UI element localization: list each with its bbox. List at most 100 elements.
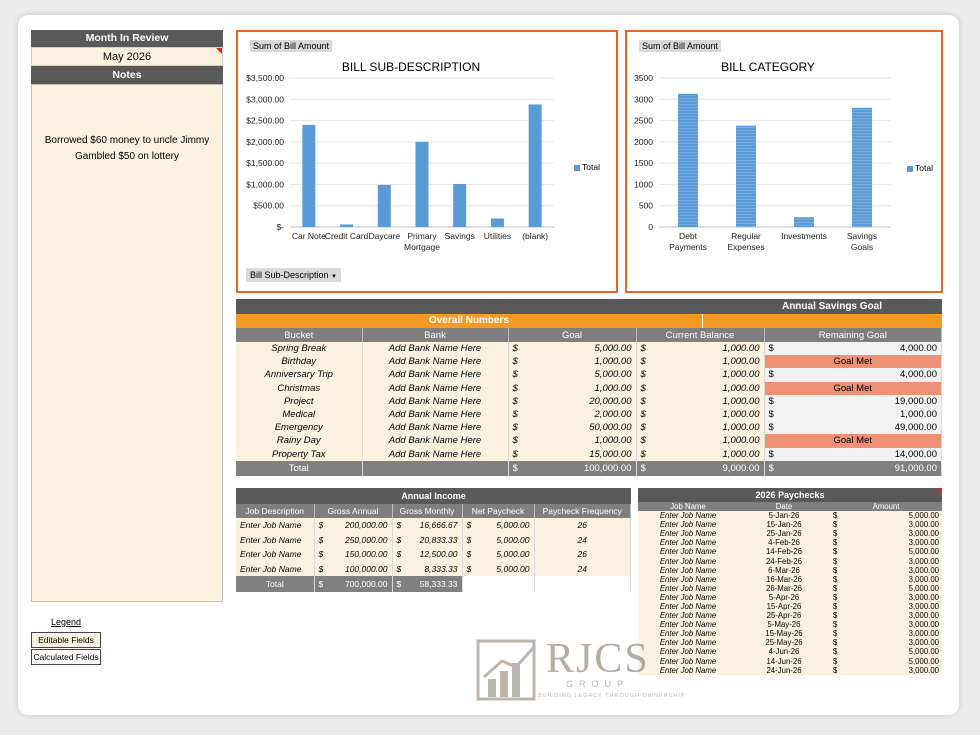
y-tick-label: $2,000.00 bbox=[246, 137, 284, 147]
amount: 1,000.00 bbox=[722, 343, 760, 355]
job-cell[interactable]: Enter Job Name bbox=[638, 574, 738, 584]
job-cell[interactable]: Enter Job Name bbox=[638, 538, 738, 548]
job-cell[interactable]: Enter Job Name bbox=[236, 547, 315, 562]
bank-cell[interactable]: Add Bank Name Here bbox=[362, 342, 509, 356]
money-cell: $3,000.00 bbox=[830, 538, 942, 548]
money-cell: $1,000.00 bbox=[508, 355, 637, 369]
frequency-cell[interactable]: 24 bbox=[534, 561, 631, 576]
field-button[interactable]: Sum of Bill Amount bbox=[250, 40, 333, 52]
job-cell[interactable]: Enter Job Name bbox=[638, 511, 738, 521]
currency-symbol: $ bbox=[640, 435, 646, 447]
date-cell[interactable]: 5-May-26 bbox=[738, 620, 830, 630]
amount: 5,000.00 bbox=[496, 534, 530, 545]
job-cell[interactable]: Enter Job Name bbox=[638, 556, 738, 566]
notes-field[interactable]: Borrowed $60 money to uncle Jimmy Gamble… bbox=[31, 84, 223, 602]
bank-cell[interactable]: Add Bank Name Here bbox=[362, 421, 509, 435]
paychecks-header-row: Job Name Date Amount bbox=[638, 502, 942, 511]
date-cell[interactable]: 14-Feb-26 bbox=[738, 547, 830, 557]
bucket-cell[interactable]: Birthday bbox=[236, 355, 363, 369]
money-cell: $3,000.00 bbox=[830, 574, 942, 584]
bucket-cell[interactable]: Anniversary Trip bbox=[236, 368, 363, 382]
annual-income-table: Annual Income Job Description Gross Annu… bbox=[236, 488, 631, 592]
bucket-cell[interactable]: Medical bbox=[236, 407, 363, 422]
job-cell[interactable]: Enter Job Name bbox=[638, 601, 738, 612]
amount: 9,000.00 bbox=[722, 462, 760, 474]
money-cell: $15,000.00 bbox=[508, 447, 637, 461]
chart-bill-sub-description: Sum of Bill Amount BILL SUB-DESCRIPTION … bbox=[236, 30, 618, 293]
job-cell[interactable]: Enter Job Name bbox=[638, 592, 738, 602]
date-cell[interactable]: 25-Jan-26 bbox=[738, 529, 830, 539]
bucket-cell[interactable]: Property Tax bbox=[236, 447, 363, 461]
date-cell[interactable]: 4-Jun-26 bbox=[738, 647, 830, 657]
amount: 5,000.00 bbox=[594, 369, 632, 381]
job-cell[interactable]: Enter Job Name bbox=[638, 583, 738, 593]
money-cell: $700,000.00 bbox=[314, 576, 393, 592]
bucket-cell[interactable]: Rainy Day bbox=[236, 434, 363, 448]
filter-dropdown[interactable]: Bill Sub-Description ▼ bbox=[246, 268, 341, 282]
date-cell[interactable]: 5-Apr-26 bbox=[738, 592, 830, 602]
date-cell[interactable]: 14-Jun-26 bbox=[738, 656, 830, 666]
job-cell[interactable]: Enter Job Name bbox=[236, 518, 315, 533]
amount: 3,000.00 bbox=[908, 601, 939, 611]
col-header: Gross Monthly bbox=[392, 504, 463, 518]
amount: 1,000.00 bbox=[594, 435, 632, 447]
job-cell[interactable]: Enter Job Name bbox=[638, 656, 738, 666]
amount: 4,000.00 bbox=[900, 343, 937, 355]
date-cell[interactable]: 4-Feb-26 bbox=[738, 538, 830, 548]
frequency-cell[interactable]: 26 bbox=[534, 518, 631, 533]
bank-cell[interactable]: Add Bank Name Here bbox=[362, 381, 509, 395]
date-cell[interactable]: 25-May-26 bbox=[738, 638, 830, 648]
job-cell[interactable]: Enter Job Name bbox=[638, 565, 738, 575]
month-field[interactable]: May 2026 bbox=[31, 47, 223, 66]
amount: 1,000.00 bbox=[722, 382, 760, 394]
table-row: Enter Job Name $250,000.00 $20,833.33 $5,00… bbox=[236, 532, 631, 547]
date-cell[interactable]: 24-Feb-26 bbox=[738, 556, 830, 566]
bank-cell[interactable]: Add Bank Name Here bbox=[362, 434, 509, 448]
date-cell[interactable]: 16-Mar-26 bbox=[738, 574, 830, 584]
bank-cell[interactable]: Add Bank Name Here bbox=[362, 407, 509, 422]
currency-symbol: $ bbox=[318, 549, 324, 560]
job-cell[interactable]: Enter Job Name bbox=[638, 629, 738, 639]
currency-symbol: $ bbox=[396, 534, 402, 545]
bar bbox=[852, 107, 872, 227]
bucket-cell[interactable]: Project bbox=[236, 394, 363, 408]
job-cell[interactable]: Enter Job Name bbox=[638, 638, 738, 648]
job-cell[interactable]: Enter Job Name bbox=[236, 561, 315, 576]
bucket-cell[interactable]: Christmas bbox=[236, 381, 363, 395]
date-cell[interactable]: 15-Apr-26 bbox=[738, 601, 830, 612]
date-cell[interactable]: 6-Mar-26 bbox=[738, 565, 830, 575]
bank-cell[interactable]: Add Bank Name Here bbox=[362, 447, 509, 461]
bank-cell[interactable]: Add Bank Name Here bbox=[362, 368, 509, 382]
date-cell[interactable]: 15-Jan-26 bbox=[738, 520, 830, 530]
bank-cell[interactable]: Add Bank Name Here bbox=[362, 394, 509, 408]
y-tick-label: 1500 bbox=[634, 158, 653, 168]
money-cell: $16,666.67 bbox=[392, 518, 463, 533]
field-button[interactable]: Sum of Bill Amount bbox=[639, 40, 722, 52]
savings-title: Annual Savings Goal bbox=[236, 299, 942, 314]
chart-title: BILL CATEGORY bbox=[721, 60, 815, 74]
frequency-cell[interactable]: 24 bbox=[534, 532, 631, 547]
money-cell: $50,000.00 bbox=[508, 421, 637, 435]
job-cell[interactable]: Enter Job Name bbox=[638, 620, 738, 630]
legend-swatch bbox=[574, 164, 580, 171]
money-cell: $1,000.00 bbox=[636, 394, 765, 408]
job-cell[interactable]: Enter Job Name bbox=[638, 611, 738, 621]
date-cell[interactable]: 15-May-26 bbox=[738, 629, 830, 639]
job-cell[interactable]: Enter Job Name bbox=[638, 665, 738, 675]
date-cell[interactable]: 24-Jun-26 bbox=[738, 665, 830, 675]
amount: 1,000.00 bbox=[900, 409, 937, 421]
job-cell[interactable]: Enter Job Name bbox=[236, 532, 315, 547]
bucket-cell[interactable]: Emergency bbox=[236, 421, 363, 435]
job-cell[interactable]: Enter Job Name bbox=[638, 520, 738, 530]
bank-cell[interactable]: Add Bank Name Here bbox=[362, 355, 509, 369]
job-cell[interactable]: Enter Job Name bbox=[638, 647, 738, 657]
date-cell[interactable]: 25-Apr-26 bbox=[738, 611, 830, 621]
table-row: Property Tax Add Bank Name Here $15,000.00… bbox=[236, 447, 942, 461]
job-cell[interactable]: Enter Job Name bbox=[638, 529, 738, 539]
date-cell[interactable]: 5-Jan-26 bbox=[738, 511, 830, 521]
currency-symbol: $ bbox=[512, 343, 518, 355]
bucket-cell[interactable]: Spring Break bbox=[236, 342, 363, 356]
date-cell[interactable]: 26-Mar-26 bbox=[738, 583, 830, 593]
frequency-cell[interactable]: 26 bbox=[534, 547, 631, 562]
job-cell[interactable]: Enter Job Name bbox=[638, 547, 738, 557]
